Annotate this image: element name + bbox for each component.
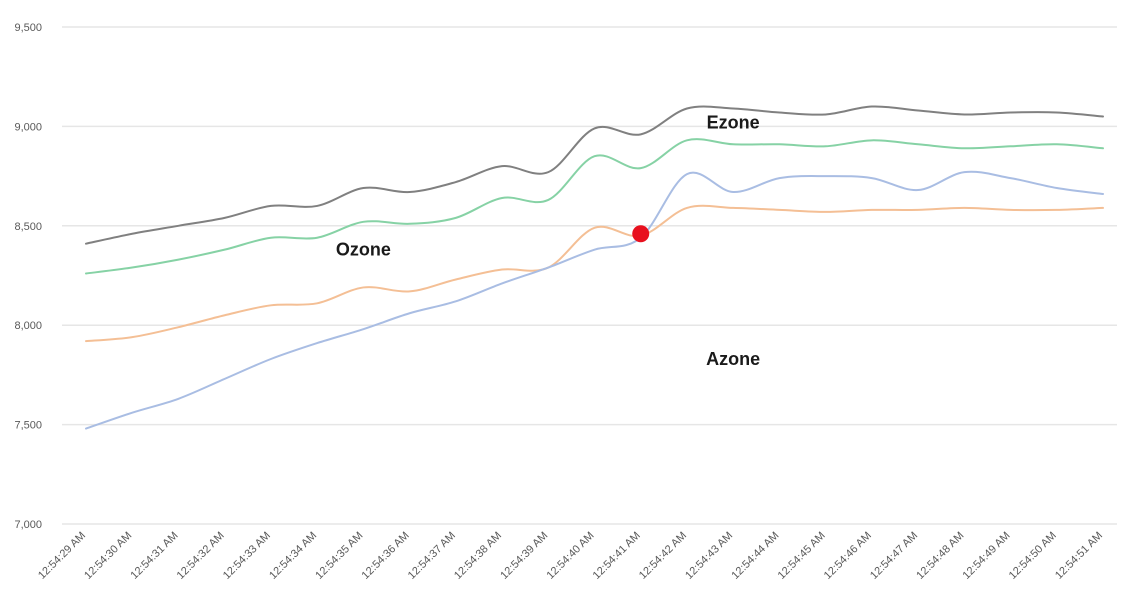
annotation-azone: Azone xyxy=(706,349,760,369)
highlight-marker xyxy=(632,225,650,243)
series-line-4 xyxy=(85,170,1104,430)
highlight-marker-layer xyxy=(632,225,650,243)
y-tick-label: 8,000 xyxy=(14,320,42,332)
x-tick-label: 12:54:48 AM xyxy=(914,530,966,582)
annotation-ezone: Ezone xyxy=(707,112,760,132)
x-tick-label: 12:54:38 AM xyxy=(452,530,504,582)
x-tick-label: 12:54:42 AM xyxy=(637,530,689,582)
x-tick-label: 12:54:49 AM xyxy=(960,530,1012,582)
y-axis-tick-labels: 7,000 7,500 8,000 8,500 9,000 9,500 xyxy=(14,22,42,531)
x-tick-label: 12:54:33 AM xyxy=(221,530,273,582)
x-tick-label: 12:54:30 AM xyxy=(82,530,134,582)
x-tick-label: 12:54:41 AM xyxy=(591,530,643,582)
x-tick-label: 12:54:31 AM xyxy=(128,530,180,582)
y-tick-label: 7,500 xyxy=(14,420,42,432)
x-tick-label: 12:54:50 AM xyxy=(1007,530,1059,582)
x-tick-label: 12:54:47 AM xyxy=(868,530,920,582)
x-tick-label: 12:54:45 AM xyxy=(776,530,828,582)
gridlines xyxy=(62,26,1117,525)
x-tick-label: 12:54:39 AM xyxy=(498,530,550,582)
x-tick-label: 12:54:36 AM xyxy=(360,530,412,582)
x-tick-label: 12:54:46 AM xyxy=(822,530,874,582)
x-tick-label: 12:54:51 AM xyxy=(1053,530,1105,582)
series-line-1 xyxy=(85,105,1104,245)
x-tick-label: 12:54:37 AM xyxy=(406,530,458,582)
annotations: Ezone Ozone Azone xyxy=(336,112,760,369)
series-line-2 xyxy=(85,138,1104,275)
series-line-3 xyxy=(85,204,1104,343)
y-tick-label: 7,000 xyxy=(14,519,42,531)
x-tick-label: 12:54:34 AM xyxy=(267,530,319,582)
y-tick-label: 9,500 xyxy=(14,22,42,34)
x-tick-label: 12:54:40 AM xyxy=(544,530,596,582)
x-tick-label: 12:54:32 AM xyxy=(175,530,227,582)
annotation-ozone: Ozone xyxy=(336,240,391,260)
x-tick-label: 12:54:44 AM xyxy=(729,530,781,582)
x-tick-label: 12:54:35 AM xyxy=(313,530,365,582)
x-tick-label: 12:54:29 AM xyxy=(36,530,88,582)
x-tick-label: 12:54:43 AM xyxy=(683,530,735,582)
y-tick-label: 9,000 xyxy=(14,121,42,133)
y-tick-label: 8,500 xyxy=(14,221,42,233)
series-lines xyxy=(85,105,1104,430)
